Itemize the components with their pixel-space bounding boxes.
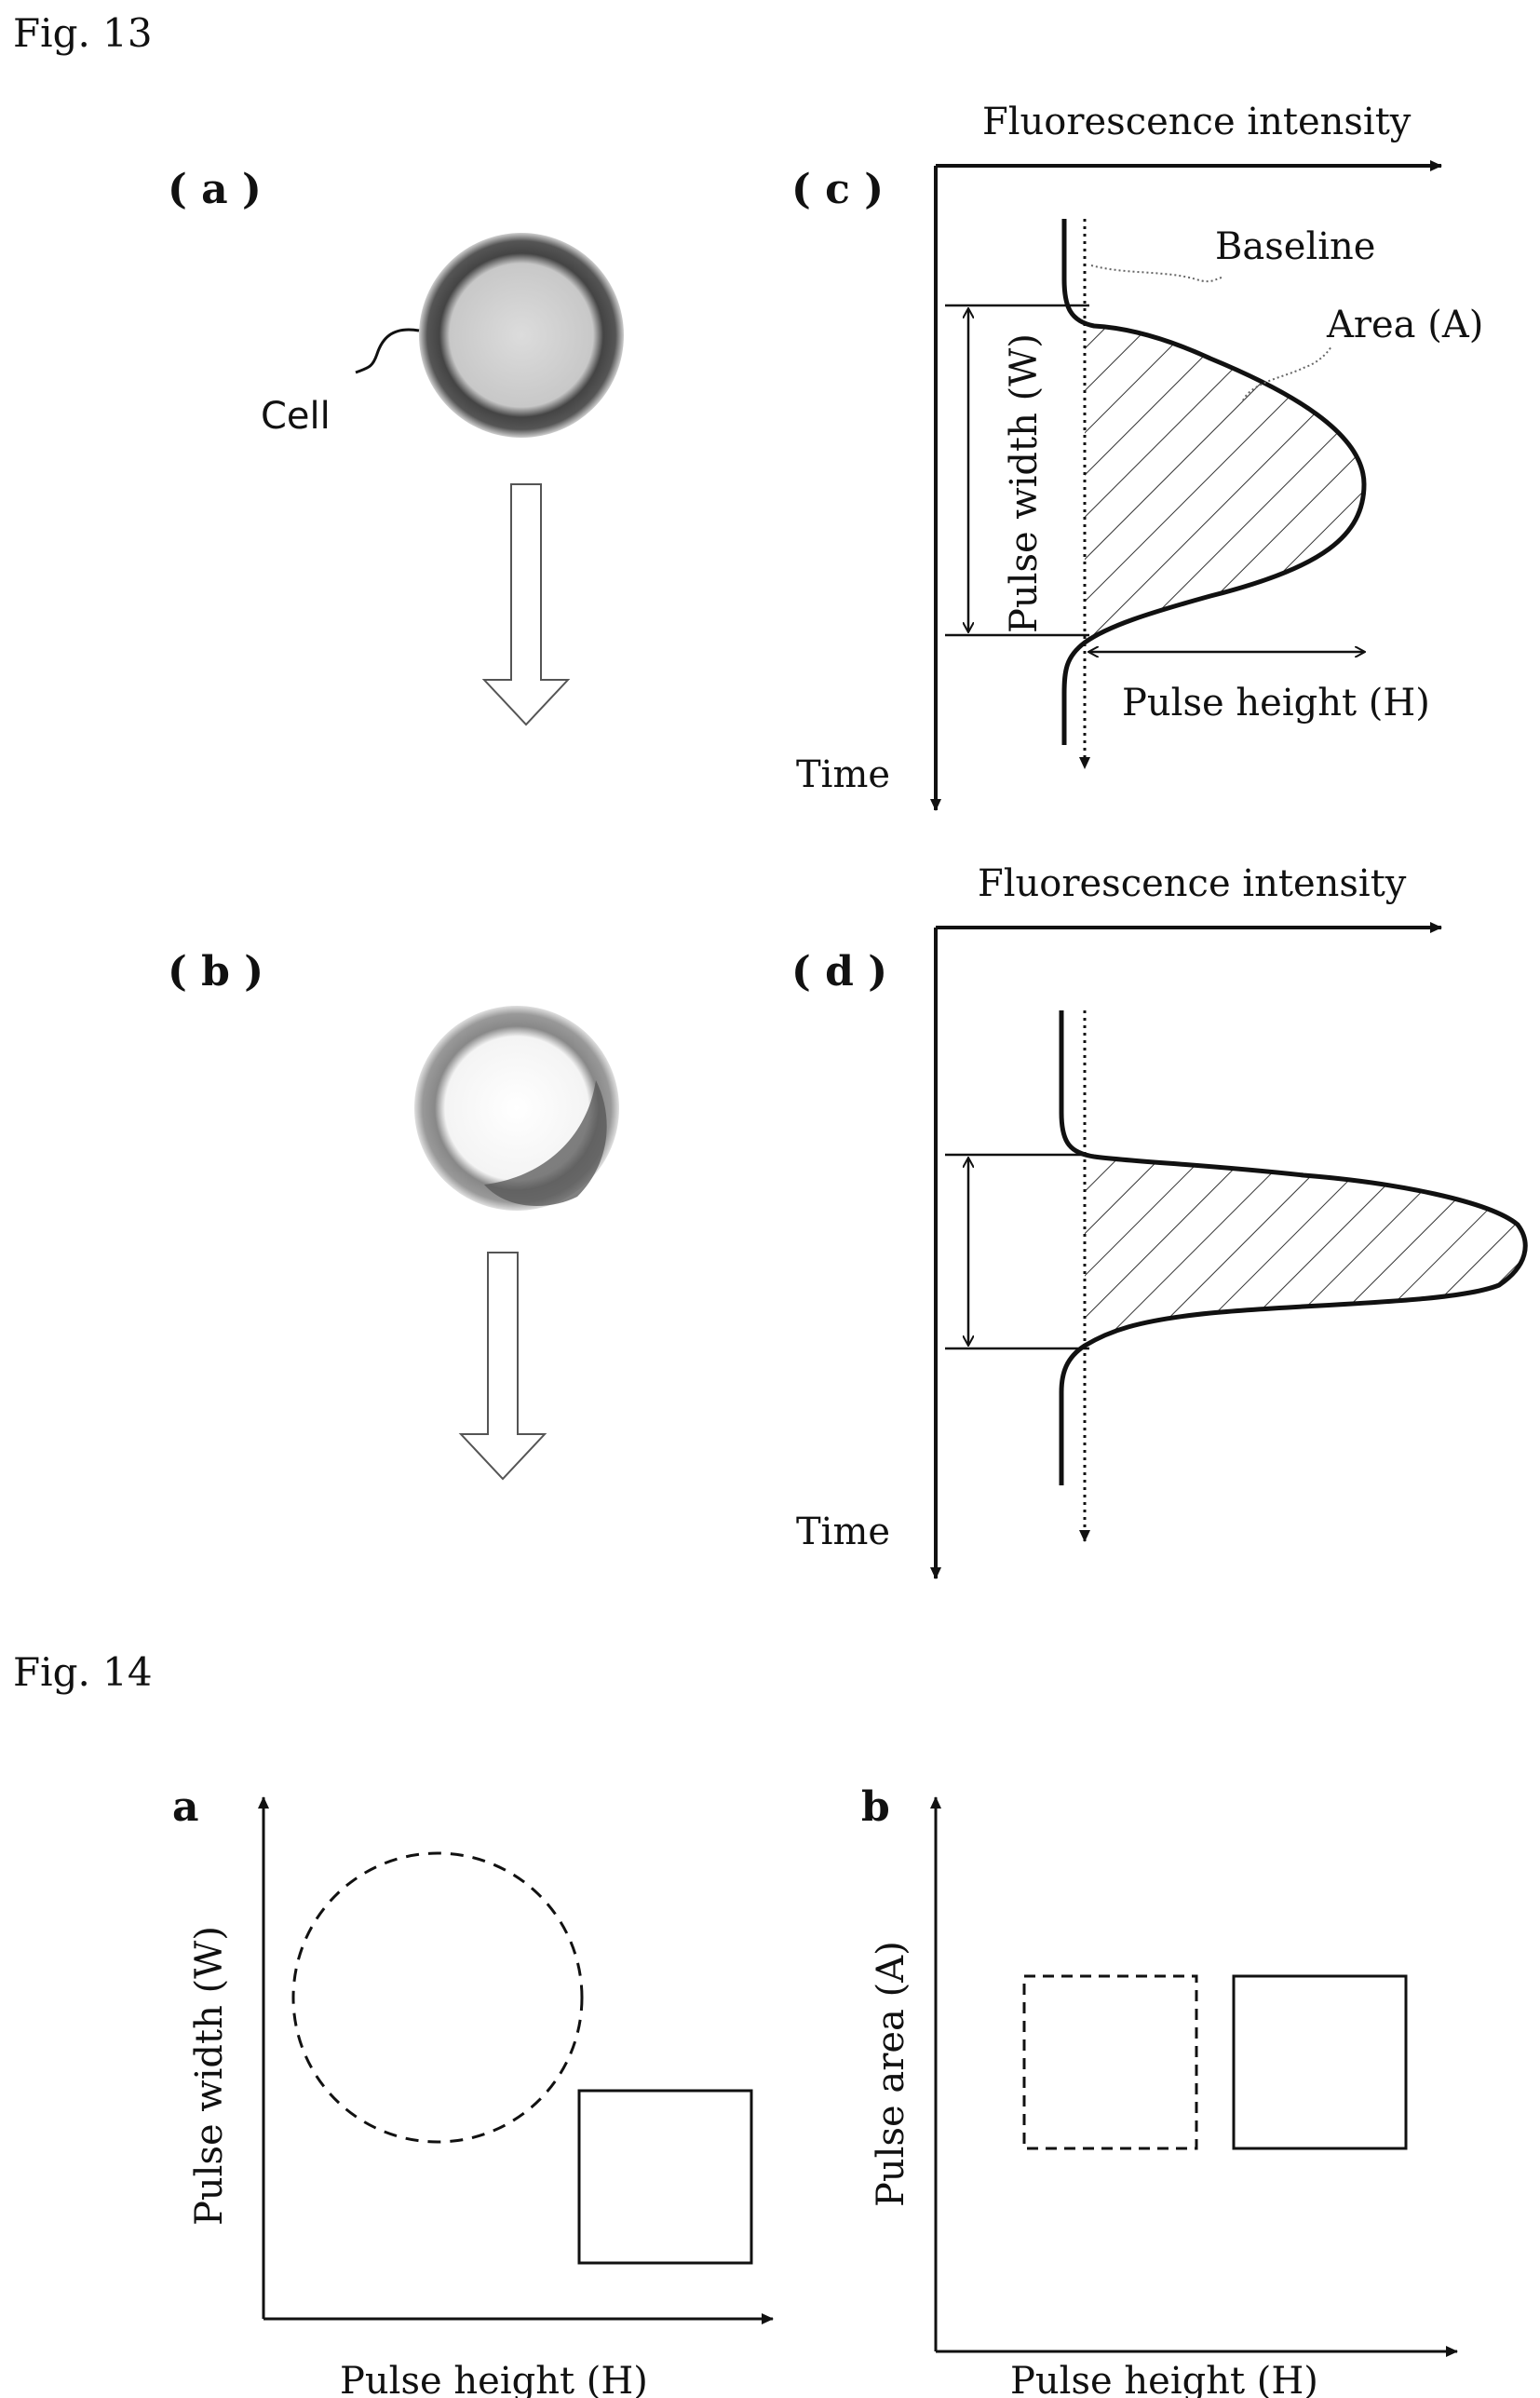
d-x-axis-label: Fluorescence intensity xyxy=(978,862,1407,905)
fig14b-gate-damaged xyxy=(1024,1976,1196,2148)
fig14-title: Fig. 14 xyxy=(13,1649,153,1695)
c-pulse-area xyxy=(1085,321,1364,652)
cell-label: Cell xyxy=(261,395,331,438)
fig14a-y-label: Pulse width (W) xyxy=(188,1926,231,2226)
c-height-label: Pulse height (H) xyxy=(1122,682,1430,725)
cell-leader-line xyxy=(356,330,419,373)
c-x-axis-label: Fluorescence intensity xyxy=(982,101,1412,143)
fig14b-x-label: Pulse height (H) xyxy=(1010,2360,1318,2398)
fig14b-gate-intact xyxy=(1234,1976,1406,2148)
c-y-axis-label: Time xyxy=(796,753,890,796)
c-area-label: Area (A) xyxy=(1326,304,1483,346)
fig14a-x-label: Pulse height (H) xyxy=(340,2360,648,2398)
panel-d-label: ( d ) xyxy=(791,948,887,996)
fig14a-gate-intact xyxy=(579,2091,751,2263)
c-width-label: Pulse width (W) xyxy=(1003,333,1046,633)
fig14b-y-label: Pulse area (A) xyxy=(870,1941,912,2207)
fig13-title: Fig. 13 xyxy=(13,10,153,56)
panel-c-label: ( c ) xyxy=(791,166,884,213)
cell-intact-icon xyxy=(419,233,624,438)
c-baseline-label: Baseline xyxy=(1215,225,1375,268)
d-pulse-area xyxy=(1085,1153,1525,1348)
panel-a-label: ( a ) xyxy=(168,166,262,213)
fig14a-gate-damaged xyxy=(293,1853,582,2142)
d-y-axis-label: Time xyxy=(796,1511,890,1553)
panel-b-label: ( b ) xyxy=(168,948,263,996)
c-baseline-leader xyxy=(1091,265,1222,281)
fig14-panel-b-label: b xyxy=(861,1783,890,1831)
flow-arrow-a-icon xyxy=(484,484,568,725)
flow-arrow-b-icon xyxy=(461,1253,545,1479)
fig14-panel-a-label: a xyxy=(172,1783,199,1831)
